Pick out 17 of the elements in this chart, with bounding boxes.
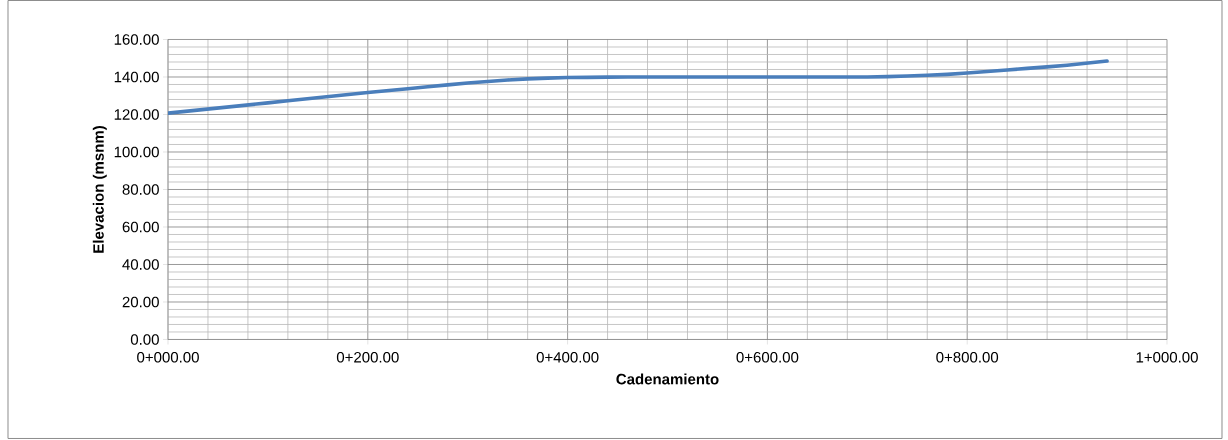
y-axis-title: Elevacion (msnm) — [92, 125, 107, 253]
y-tick-label: 40.00 — [122, 258, 159, 270]
y-tick-label: 120.00 — [114, 108, 159, 120]
y-tick-label: 140.00 — [114, 71, 159, 83]
x-tick-label: 0+000.00 — [137, 351, 199, 363]
x-tick-label: 0+600.00 — [736, 351, 799, 363]
x-axis-title: Cadenamiento — [616, 373, 719, 385]
y-tick-label: 160.00 — [114, 33, 159, 45]
y-tick-label: 80.00 — [122, 183, 159, 195]
x-tick-label: 0+200.00 — [336, 351, 399, 363]
x-tick-label: 1+000.00 — [1136, 351, 1198, 363]
x-tick-label: 0+400.00 — [536, 351, 599, 363]
y-tick-label: 0.00 — [130, 333, 159, 345]
y-tick-label: 20.00 — [122, 296, 159, 308]
y-tick-label: 60.00 — [122, 221, 159, 233]
y-tick-label: 100.00 — [114, 146, 159, 158]
x-tick-label: 0+800.00 — [936, 351, 999, 363]
